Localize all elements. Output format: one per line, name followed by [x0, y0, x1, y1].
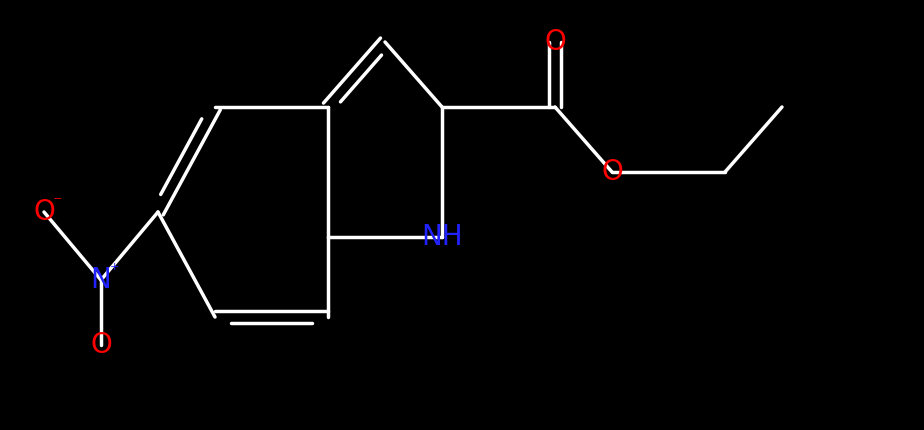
Text: NH: NH — [421, 223, 463, 251]
Text: O: O — [602, 158, 623, 186]
Text: ⁺: ⁺ — [110, 262, 120, 280]
Text: O: O — [91, 331, 112, 359]
Text: N: N — [91, 266, 112, 294]
Text: O: O — [33, 198, 55, 226]
Text: O: O — [544, 28, 565, 56]
Text: ⁻: ⁻ — [54, 194, 63, 212]
